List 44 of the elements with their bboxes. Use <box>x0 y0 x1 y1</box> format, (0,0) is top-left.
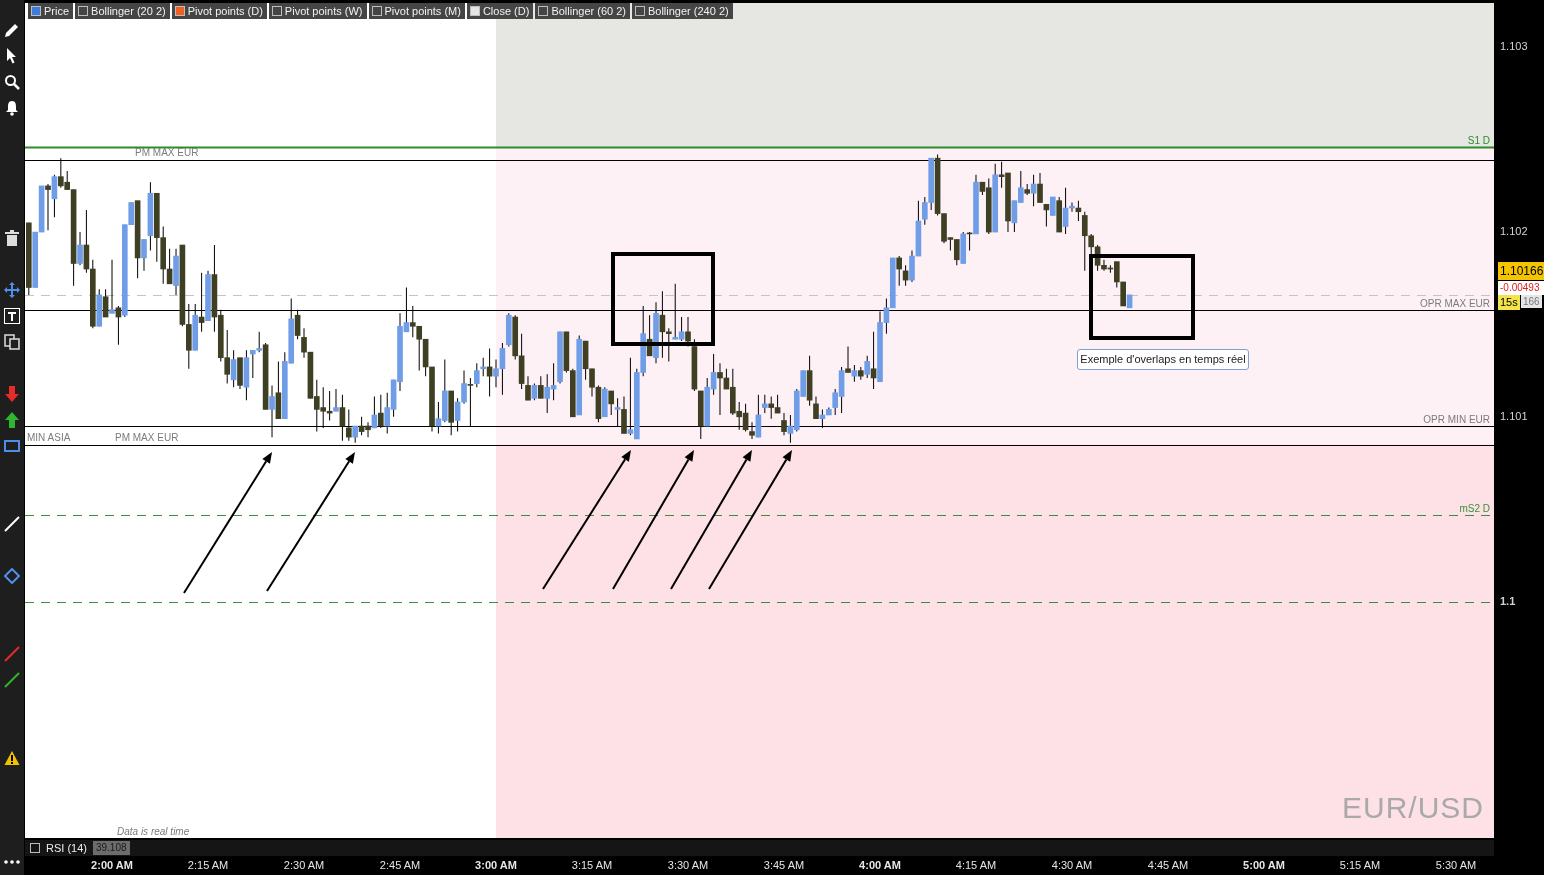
annotation: Bollinger (60 2) <box>551 5 626 17</box>
x-tick-label: 3:15 AM <box>571 858 613 871</box>
x-tick-label: 2:00 AM <box>91 858 133 871</box>
ref-line-label: S1 D <box>1467 134 1490 146</box>
annotation: Pivot points (W) <box>284 5 363 17</box>
annotation: Bollinger (240 2) <box>647 5 729 17</box>
x-tick-label: 3:30 AM <box>667 858 709 871</box>
x-tick-label: 2:15 AM <box>187 858 229 871</box>
annotation: Bollinger (20 2) <box>91 5 166 17</box>
x-tick-label: 4:30 AM <box>1051 858 1093 871</box>
x-tick-label: 3:00 AM <box>475 858 517 871</box>
annotation: MIN ASIA <box>27 431 71 443</box>
x-tick-label: 5:30 AM <box>1435 858 1477 871</box>
text: 39.108 <box>92 841 130 855</box>
text: 166 <box>1521 295 1542 308</box>
text: 15s <box>1498 295 1520 310</box>
annotation: Pivot points (M) <box>384 5 461 17</box>
text: 1.10166 <box>1498 262 1544 280</box>
annotation: PM MAX EUR <box>115 431 179 443</box>
x-tick-label: 5:15 AM <box>1339 858 1381 871</box>
ref-line-label: OPR MAX EUR <box>1419 297 1490 309</box>
y-tick-label: 1.101 <box>1500 409 1528 422</box>
y-tick-label: 1.1 <box>1500 594 1516 607</box>
annotation: Exemple d'overlaps en temps réel <box>1077 349 1249 370</box>
text: -0.00493 <box>1498 281 1544 295</box>
annotation: Price <box>44 5 70 17</box>
x-tick-label: 2:30 AM <box>283 858 325 871</box>
candlestick <box>45 184 51 231</box>
x-tick-label: 4:45 AM <box>1147 858 1189 871</box>
x-tick-label: 4:00 AM <box>859 858 901 871</box>
ref-line-label: mS2 D <box>1459 502 1490 514</box>
annotation: Data is real time <box>117 826 190 837</box>
annotation: PM MAX EUR <box>135 147 199 159</box>
x-tick-label: 5:00 AM <box>1243 858 1285 871</box>
x-tick-label: 4:15 AM <box>955 858 997 871</box>
y-tick-label: 1.103 <box>1500 40 1528 53</box>
text: RSI (14) <box>46 842 87 854</box>
y-tick-label: 1.102 <box>1500 225 1528 238</box>
annotation: Pivot points (D) <box>187 5 263 17</box>
x-tick-label: 2:45 AM <box>379 858 421 871</box>
x-tick-label: 3:45 AM <box>763 858 805 871</box>
text: EUR/USD <box>1341 791 1484 825</box>
ref-line-label: OPR MIN EUR <box>1423 413 1490 425</box>
annotation: Close (D) <box>482 5 530 17</box>
